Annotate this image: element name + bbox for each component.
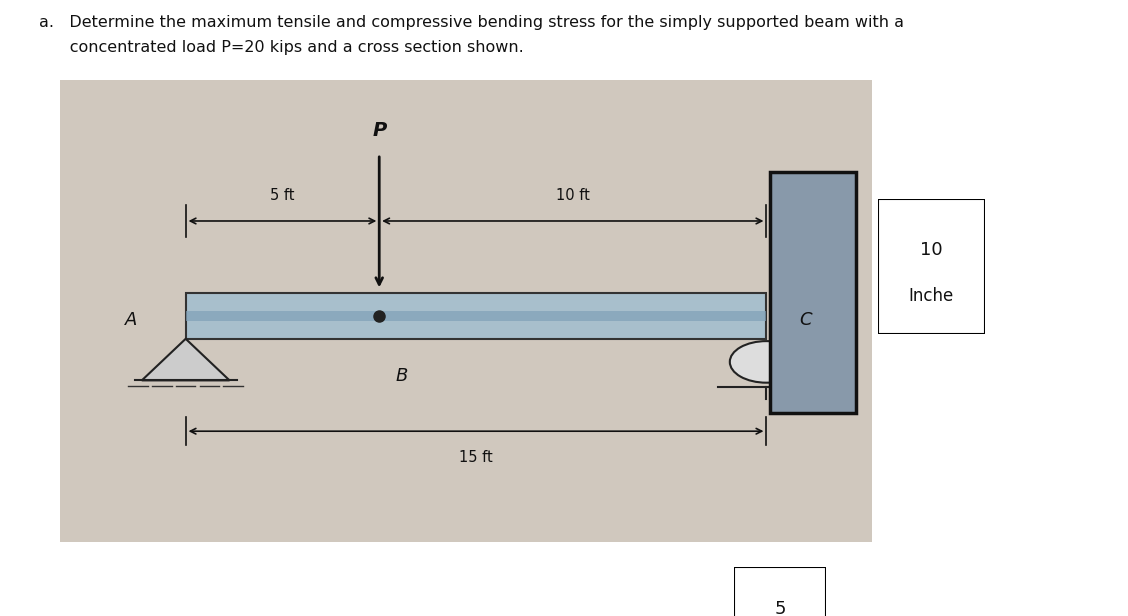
Text: P: P bbox=[372, 121, 387, 140]
Bar bbox=[770, 172, 856, 413]
Text: Inche: Inche bbox=[908, 287, 954, 306]
Bar bbox=[186, 310, 766, 321]
Text: B: B bbox=[396, 367, 408, 384]
Circle shape bbox=[730, 341, 803, 383]
Text: concentrated load P=20 kips and a cross section shown.: concentrated load P=20 kips and a cross … bbox=[39, 40, 525, 55]
Polygon shape bbox=[142, 339, 229, 381]
Text: a.   Determine the maximum tensile and compressive bending stress for the simply: a. Determine the maximum tensile and com… bbox=[39, 15, 905, 30]
Text: 5: 5 bbox=[775, 600, 786, 616]
Text: 10 ft: 10 ft bbox=[556, 187, 590, 203]
Bar bbox=[186, 293, 766, 339]
Text: 5 ft: 5 ft bbox=[271, 187, 294, 203]
Text: 15 ft: 15 ft bbox=[459, 450, 493, 464]
Text: A: A bbox=[124, 311, 136, 330]
Text: C: C bbox=[799, 311, 811, 330]
Text: 10: 10 bbox=[919, 241, 943, 259]
